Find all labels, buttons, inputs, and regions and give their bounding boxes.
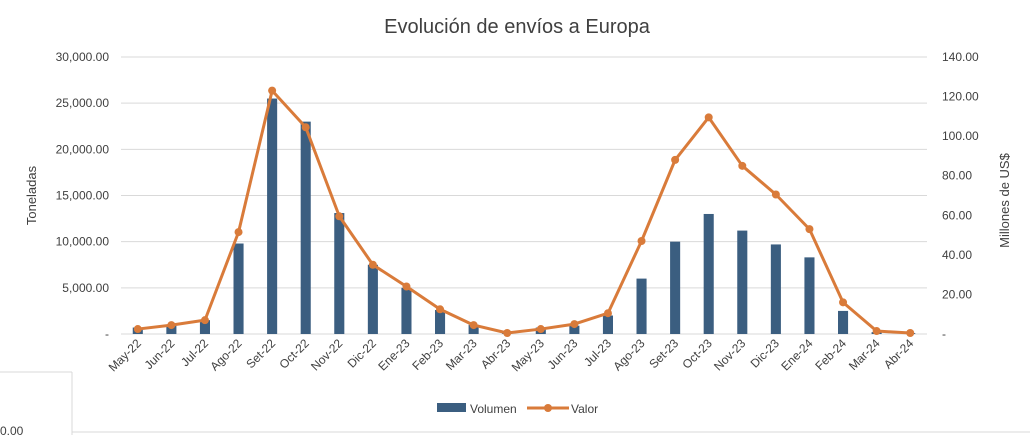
point-valor [503,329,512,338]
x-tick-label: Oct-22 [276,336,312,372]
x-tick-label: Jun-23 [545,336,581,372]
point-valor [738,161,747,170]
bar-volumen [569,325,580,334]
legend-swatch-valor-marker [544,404,552,412]
bar-volumen [267,98,278,334]
legend-label-valor: Valor [571,402,598,416]
bar-volumen [804,257,815,334]
bar-volumen [703,213,714,334]
x-tick-label: Dic-22 [345,336,380,371]
x-tick-label: Feb-24 [812,336,849,373]
x-tick-label: Ene-23 [375,336,412,373]
right-axis-ticks: - 20.00 40.00 60.00 80.00 100.00 120.00 140.00 [942,50,979,341]
y2-tick-label: 120.00 [942,90,979,104]
point-valor [771,190,780,199]
adjacent-panel-label: 0.00 [0,424,24,435]
x-tick-label: Feb-23 [409,336,446,373]
x-tick-label: Ago-22 [207,336,244,373]
bar-volumen [468,324,479,334]
left-axis-title: Toneladas [24,165,39,225]
point-valor [268,86,277,95]
point-valor [167,321,176,330]
point-valor [872,327,881,336]
point-valor [805,225,814,234]
bar-volumen [435,309,446,334]
bar-volumen [602,315,613,334]
x-tick-label: Jul-22 [178,336,211,369]
bar-volumen [401,287,412,334]
y2-tick-label: 40.00 [942,248,972,262]
point-valor [368,260,377,269]
bar-volumen [737,230,748,334]
point-valor [234,228,243,237]
bar-volumen [300,121,311,334]
legend: Volumen Valor [437,402,598,416]
x-tick-label: Nov-22 [308,336,345,373]
point-valor [536,325,545,334]
y-tick-label: 30,000.00 [56,50,110,64]
x-tick-label: Oct-23 [679,336,715,372]
y2-tick-label: 80.00 [942,169,972,183]
bar-volumen [770,244,781,334]
x-tick-label: May-23 [509,336,547,374]
chart-title: Evolución de envíos a Europa [384,16,651,38]
y-tick-label: - [105,327,109,341]
x-tick-label: Jun-22 [142,336,178,372]
line-valor [137,89,911,335]
point-valor [637,237,646,246]
x-tick-label: Set-22 [243,336,278,371]
x-tick-label: Mar-24 [846,336,883,373]
point-valor [704,113,713,122]
bar-volumen [166,325,177,334]
y-tick-label: 20,000.00 [56,142,110,156]
bar-volumen [199,320,210,334]
gridlines [121,56,927,335]
x-tick-label: Abr-23 [478,336,514,372]
x-tick-label: Mar-23 [443,336,480,373]
point-valor [301,123,310,132]
bar-volumen [233,243,244,334]
y2-tick-label: 20.00 [942,287,972,301]
x-tick-label: Ene-24 [778,336,815,373]
y-tick-label: 15,000.00 [56,189,110,203]
y-tick-label: 25,000.00 [56,96,110,110]
value-line-series [133,86,915,338]
y-tick-label: 10,000.00 [56,235,110,249]
y2-tick-label: 60.00 [942,208,972,222]
left-axis-ticks: - 5,000.00 10,000.00 15,000.00 20,000.00 25,0… [56,50,110,341]
y2-tick-label: 100.00 [942,129,979,143]
y-tick-label: 5,000.00 [62,281,109,295]
x-tick-label: Ago-23 [610,336,647,373]
x-tick-label: Jul-23 [581,336,614,369]
x-tick-label: Abr-24 [881,336,917,372]
point-valor [839,298,848,307]
point-valor [436,305,445,314]
y2-tick-label: 140.00 [942,50,979,64]
legend-label-volumen: Volumen [470,402,517,416]
bar-volumen [838,310,849,334]
x-tick-label: May-22 [106,336,144,374]
point-valor [570,320,579,329]
point-valor [603,309,612,318]
x-tick-label: Set-23 [646,336,681,371]
point-valor [469,321,478,330]
point-valor [906,329,915,338]
legend-swatch-volumen [437,403,466,412]
bar-volumen [334,213,345,334]
bar-volumen [636,278,647,334]
point-valor [671,155,680,164]
y2-tick-label: - [942,327,946,341]
point-valor [133,325,142,334]
point-valor [402,282,411,291]
point-valor [200,316,209,325]
bar-volumen [367,264,378,334]
bar-volumen [670,241,681,334]
point-valor [335,212,344,221]
x-tick-label: Nov-23 [711,336,748,373]
x-tick-label: Dic-23 [748,336,783,371]
right-axis-title: Millones de US$ [997,152,1012,247]
